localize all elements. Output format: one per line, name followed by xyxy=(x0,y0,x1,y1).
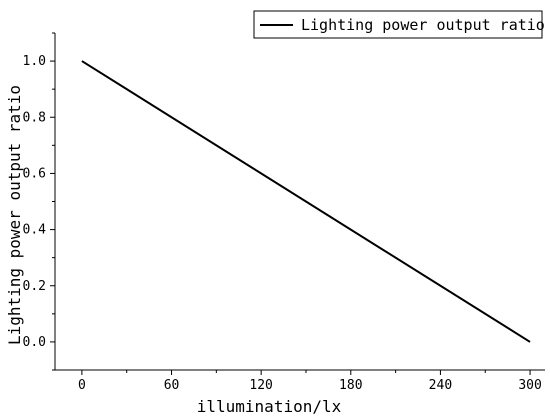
y-tick-label: 0.6 xyxy=(23,166,46,181)
plot-frame xyxy=(54,33,545,371)
legend-box xyxy=(253,10,543,39)
x-tick-label: 240 xyxy=(429,378,452,393)
y-tick-label: 0.8 xyxy=(23,110,46,125)
x-axis-title: illumination/lx xyxy=(197,397,342,416)
x-tick-label: 300 xyxy=(518,378,541,393)
legend-series-label: Lighting power output ratio xyxy=(301,16,545,34)
legend: Lighting power output ratio xyxy=(253,10,545,39)
y-tick-label: 0.4 xyxy=(23,223,47,238)
y-axis-title: Lighting power output ratio xyxy=(5,85,24,345)
y-tick-label: 0.2 xyxy=(23,279,46,294)
y-axis-ticks: 0.0 0.2 0.4 0.6 0.8 1.0 xyxy=(23,32,55,371)
series-layer xyxy=(81,60,531,343)
y-tick-label: 1.0 xyxy=(23,54,46,69)
x-tick-label: 120 xyxy=(249,378,272,393)
x-tick-label: 180 xyxy=(339,378,362,393)
x-axis-ticks: 0 60 120 180 240 300 xyxy=(78,370,542,393)
series-line xyxy=(81,60,531,343)
x-tick-label: 60 xyxy=(164,378,180,393)
x-tick-label: 0 xyxy=(78,378,86,393)
y-tick-label: 0.0 xyxy=(23,335,46,350)
